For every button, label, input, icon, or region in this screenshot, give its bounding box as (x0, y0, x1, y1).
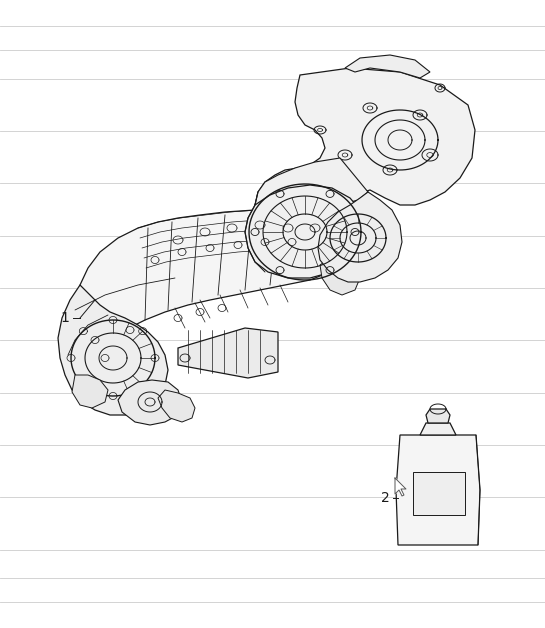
Polygon shape (396, 435, 480, 545)
Polygon shape (72, 192, 375, 375)
Text: 1: 1 (60, 311, 69, 325)
Polygon shape (58, 285, 168, 415)
Polygon shape (158, 390, 195, 422)
Polygon shape (72, 375, 108, 408)
Polygon shape (420, 423, 456, 435)
Text: 2: 2 (380, 491, 389, 505)
Polygon shape (413, 472, 465, 515)
Polygon shape (245, 185, 366, 278)
Polygon shape (118, 380, 182, 425)
Polygon shape (318, 192, 402, 282)
Polygon shape (395, 478, 406, 496)
Polygon shape (178, 328, 278, 378)
Polygon shape (255, 68, 475, 225)
Polygon shape (345, 55, 430, 78)
Polygon shape (320, 258, 360, 295)
Polygon shape (255, 158, 368, 225)
Polygon shape (426, 409, 450, 423)
